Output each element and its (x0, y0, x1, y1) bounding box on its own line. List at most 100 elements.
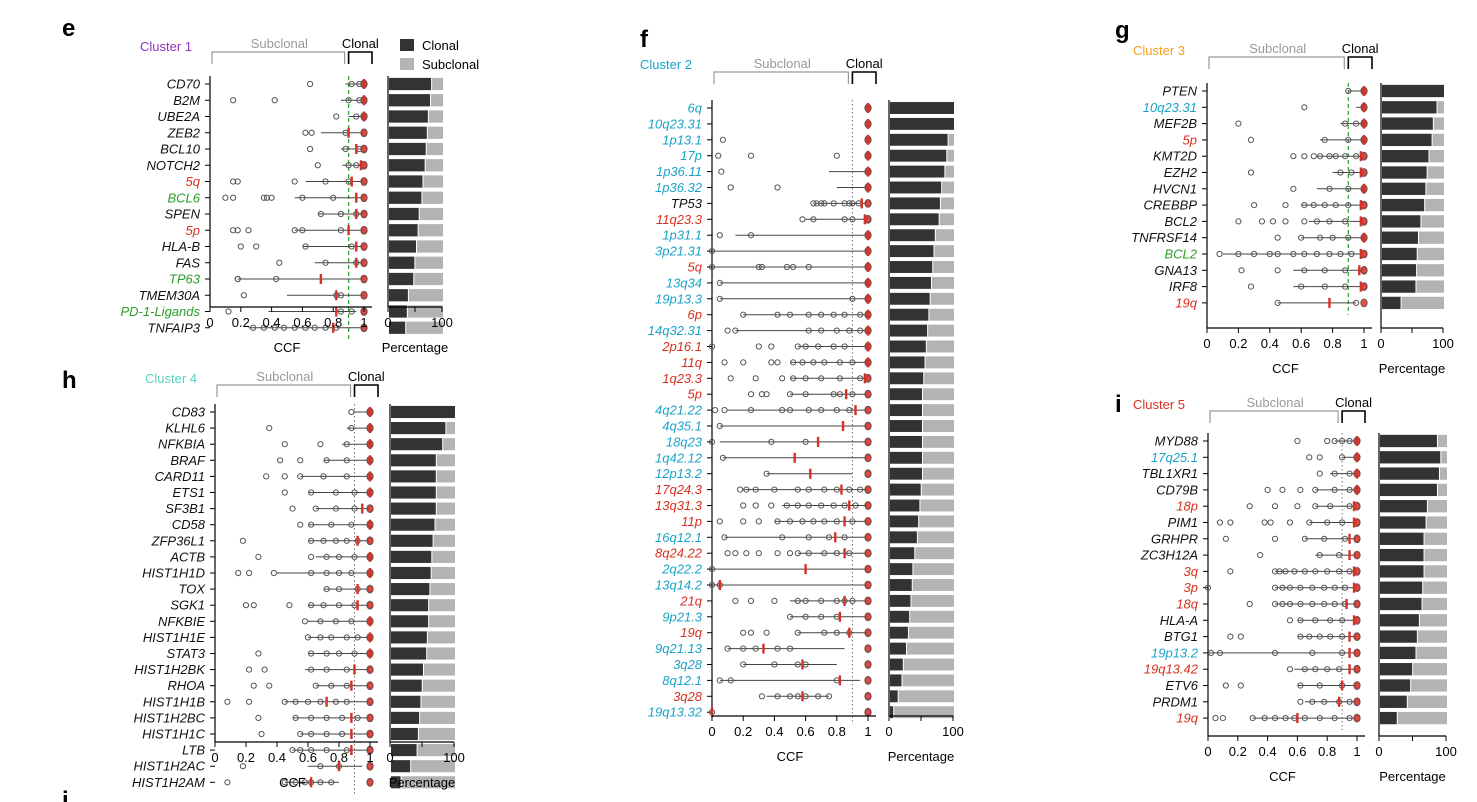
clonal-point (864, 628, 872, 638)
ccf-point (1298, 234, 1305, 241)
ccf-point (790, 375, 797, 382)
row-label: SF3B1 (165, 501, 205, 516)
subclonal-bar (1426, 516, 1447, 529)
ccf-point (1339, 617, 1346, 624)
subclonal-bar (921, 483, 954, 496)
ccf-point (752, 502, 759, 509)
ccf-point (1235, 120, 1242, 127)
row-HIST1H1E: HIST1H1E (143, 630, 455, 645)
ccf-point (771, 661, 778, 668)
clonal-point (864, 405, 872, 415)
row-label: 19p13.3 (655, 291, 703, 306)
ccf-point (250, 682, 257, 689)
clonal-point (1353, 534, 1361, 544)
ccf-point (857, 327, 864, 334)
row-label: TBL1XR1 (1142, 466, 1198, 481)
ccf-point (1321, 584, 1328, 591)
subclonal-bar (422, 191, 443, 204)
row-label: 1p31.1 (662, 228, 702, 243)
ccf-point (799, 518, 806, 525)
ccf-point (1290, 153, 1297, 160)
clonal-bar (391, 599, 429, 612)
ccf-point (849, 200, 856, 207)
clonal-point (1353, 697, 1361, 707)
ccf-point (339, 730, 346, 738)
row-label: 11q23.3 (656, 212, 703, 227)
ccf-point (1276, 568, 1283, 575)
ccf-point (1222, 682, 1229, 689)
ccf-x-tick-label: 1 (864, 724, 871, 739)
clonal-bar (391, 695, 421, 708)
row-9p21.3: 9p21.3 (662, 609, 954, 624)
clonal-point (864, 437, 872, 447)
ccf-point (805, 311, 812, 318)
row-ZFP36L1: ZFP36L1 (151, 533, 455, 548)
ccf-point (1346, 486, 1353, 493)
row-label: 17q24.3 (655, 482, 703, 497)
ccf-point (1274, 267, 1281, 274)
row-label: ZC3H12A (1140, 548, 1198, 563)
row-label: 8q12.1 (662, 673, 702, 688)
clonal-bar (391, 405, 455, 419)
ccf-point (348, 569, 355, 577)
clonal-bar (1380, 663, 1413, 676)
row-label: HIST1H1D (142, 566, 205, 581)
subclonal-label: Subclonal (256, 369, 313, 384)
ccf-point (261, 666, 268, 673)
row-label: CARD11 (155, 469, 205, 484)
ccf-point (786, 613, 794, 620)
clonal-bar (1380, 483, 1437, 497)
subclonal-bar (1427, 500, 1447, 513)
ccf-point (821, 200, 828, 207)
subclonal-bar (915, 547, 954, 560)
row-label: 6q (688, 101, 703, 116)
row-16q12.1: 16q12.1 (655, 530, 954, 545)
ccf-point (292, 714, 299, 722)
ccf-point (263, 194, 271, 201)
clonal-bar (890, 340, 926, 353)
ccf-point (308, 747, 315, 754)
row-label: 5p (186, 223, 200, 238)
subclonal-bar (923, 435, 954, 448)
ccf-point (846, 407, 853, 414)
ccf-point (1348, 169, 1355, 176)
row-label: 3p (1184, 580, 1198, 595)
subclonal-bracket-line (1208, 56, 1345, 69)
clonal-bar (890, 372, 924, 385)
subclonal-bar (912, 579, 954, 591)
ccf-point (353, 113, 360, 120)
ccf-point (1326, 250, 1333, 258)
row-label: 5p (1183, 132, 1197, 147)
clonal-bar (391, 502, 436, 515)
ccf-point (351, 650, 358, 657)
ccf-point (794, 343, 801, 350)
ccf-point (1282, 568, 1289, 575)
ccf-point (716, 295, 723, 302)
clonal-bar (389, 110, 428, 123)
subclonal-bar (426, 142, 443, 156)
panel-letter: h (62, 367, 77, 394)
row-label: 4q35.1 (662, 419, 702, 434)
ccf-point (1313, 250, 1321, 258)
row-CD79B: CD79B (1156, 482, 1447, 497)
clonal-bar (389, 207, 419, 221)
ccf-point (297, 457, 304, 464)
row-HIST1H2AC: HIST1H2AC (133, 759, 455, 774)
ccf-point (771, 486, 778, 493)
row-label: 13q14.2 (655, 578, 703, 593)
row-label: 1q42.12 (655, 450, 703, 465)
row-label: 8q24.22 (655, 546, 703, 561)
ccf-point (830, 502, 837, 509)
ccf-point (1339, 633, 1346, 640)
clonal-bar (890, 356, 925, 369)
row-label: HLA-A (1160, 613, 1198, 628)
ccf-point (1326, 218, 1333, 225)
ccf-point (332, 489, 339, 496)
subclonal-bar (436, 470, 455, 483)
row-HLA-A: HLA-A (1160, 613, 1447, 628)
row-ZEB2: ZEB2 (166, 125, 443, 140)
ccf-point (833, 486, 840, 493)
clonal-point (864, 596, 872, 606)
row-1q42.12: 1q42.12 (655, 450, 954, 465)
ccf-point (1297, 698, 1304, 705)
